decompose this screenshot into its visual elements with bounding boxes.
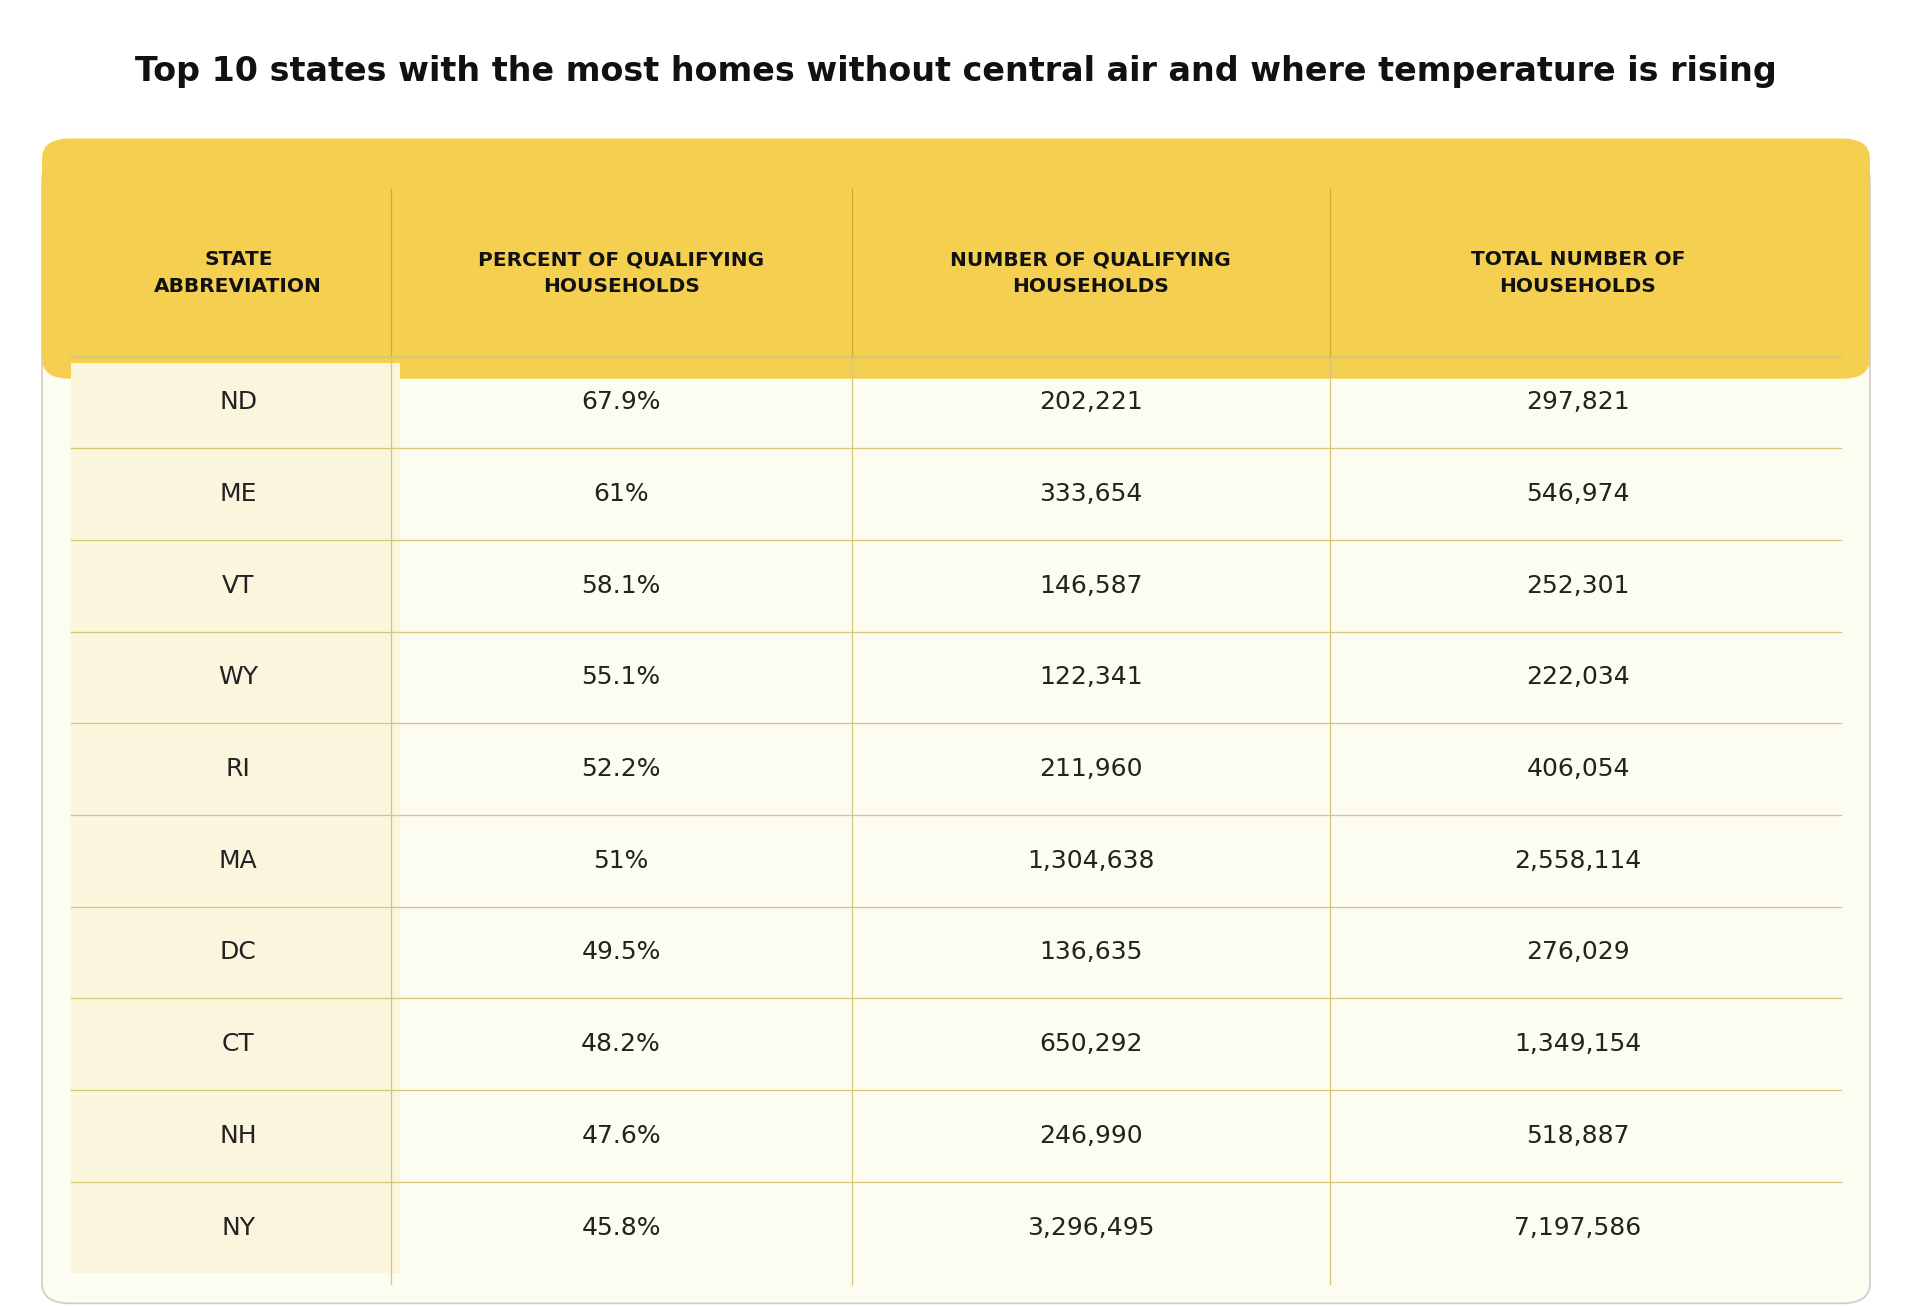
FancyBboxPatch shape <box>71 998 400 1091</box>
Text: 7,197,586: 7,197,586 <box>1514 1216 1642 1239</box>
Text: 146,587: 146,587 <box>1038 573 1143 598</box>
Text: CT: CT <box>222 1032 254 1057</box>
Text: VT: VT <box>222 573 254 598</box>
FancyBboxPatch shape <box>71 815 400 906</box>
Text: 122,341: 122,341 <box>1038 666 1143 690</box>
Text: 61%: 61% <box>593 482 648 505</box>
FancyBboxPatch shape <box>71 1182 400 1273</box>
FancyBboxPatch shape <box>42 159 1870 1303</box>
Text: 48.2%: 48.2% <box>581 1032 662 1057</box>
Text: 55.1%: 55.1% <box>581 666 662 690</box>
FancyBboxPatch shape <box>71 1091 400 1182</box>
Text: 51%: 51% <box>593 849 648 872</box>
Text: 252,301: 252,301 <box>1526 573 1629 598</box>
Text: 518,887: 518,887 <box>1526 1124 1629 1148</box>
FancyBboxPatch shape <box>42 138 1870 379</box>
Text: 406,054: 406,054 <box>1526 757 1629 781</box>
Text: 202,221: 202,221 <box>1038 390 1143 414</box>
Text: DC: DC <box>220 940 256 964</box>
Text: 333,654: 333,654 <box>1038 482 1143 505</box>
Text: 211,960: 211,960 <box>1038 757 1143 781</box>
Text: 276,029: 276,029 <box>1526 940 1629 964</box>
Text: MA: MA <box>218 849 258 872</box>
Text: ND: ND <box>220 390 258 414</box>
FancyBboxPatch shape <box>71 632 400 724</box>
Text: NH: NH <box>220 1124 256 1148</box>
Text: NUMBER OF QUALIFYING
HOUSEHOLDS: NUMBER OF QUALIFYING HOUSEHOLDS <box>950 251 1231 295</box>
FancyBboxPatch shape <box>71 539 400 632</box>
Text: 136,635: 136,635 <box>1038 940 1143 964</box>
Text: 546,974: 546,974 <box>1526 482 1629 505</box>
Text: 2,558,114: 2,558,114 <box>1514 849 1642 872</box>
Text: 67.9%: 67.9% <box>581 390 662 414</box>
Text: RI: RI <box>226 757 250 781</box>
Text: TOTAL NUMBER OF
HOUSEHOLDS: TOTAL NUMBER OF HOUSEHOLDS <box>1470 251 1684 295</box>
Text: WY: WY <box>218 666 258 690</box>
FancyBboxPatch shape <box>71 357 400 448</box>
Text: 49.5%: 49.5% <box>581 940 662 964</box>
Text: 1,349,154: 1,349,154 <box>1514 1032 1642 1057</box>
Text: NY: NY <box>222 1216 256 1239</box>
Text: 58.1%: 58.1% <box>581 573 662 598</box>
Text: PERCENT OF QUALIFYING
HOUSEHOLDS: PERCENT OF QUALIFYING HOUSEHOLDS <box>478 251 765 295</box>
Text: 52.2%: 52.2% <box>581 757 662 781</box>
Text: STATE
ABBREVIATION: STATE ABBREVIATION <box>155 251 323 295</box>
Text: 47.6%: 47.6% <box>581 1124 662 1148</box>
Text: 1,304,638: 1,304,638 <box>1027 849 1155 872</box>
FancyBboxPatch shape <box>71 334 1841 363</box>
Text: 650,292: 650,292 <box>1038 1032 1143 1057</box>
FancyBboxPatch shape <box>71 724 400 815</box>
Text: 297,821: 297,821 <box>1526 390 1629 414</box>
FancyBboxPatch shape <box>71 448 400 539</box>
Text: 246,990: 246,990 <box>1038 1124 1143 1148</box>
Text: 45.8%: 45.8% <box>581 1216 662 1239</box>
Text: 3,296,495: 3,296,495 <box>1027 1216 1155 1239</box>
Text: Top 10 states with the most homes without central air and where temperature is r: Top 10 states with the most homes withou… <box>136 55 1776 89</box>
Text: 222,034: 222,034 <box>1526 666 1629 690</box>
FancyBboxPatch shape <box>71 906 400 998</box>
Text: ME: ME <box>220 482 256 505</box>
